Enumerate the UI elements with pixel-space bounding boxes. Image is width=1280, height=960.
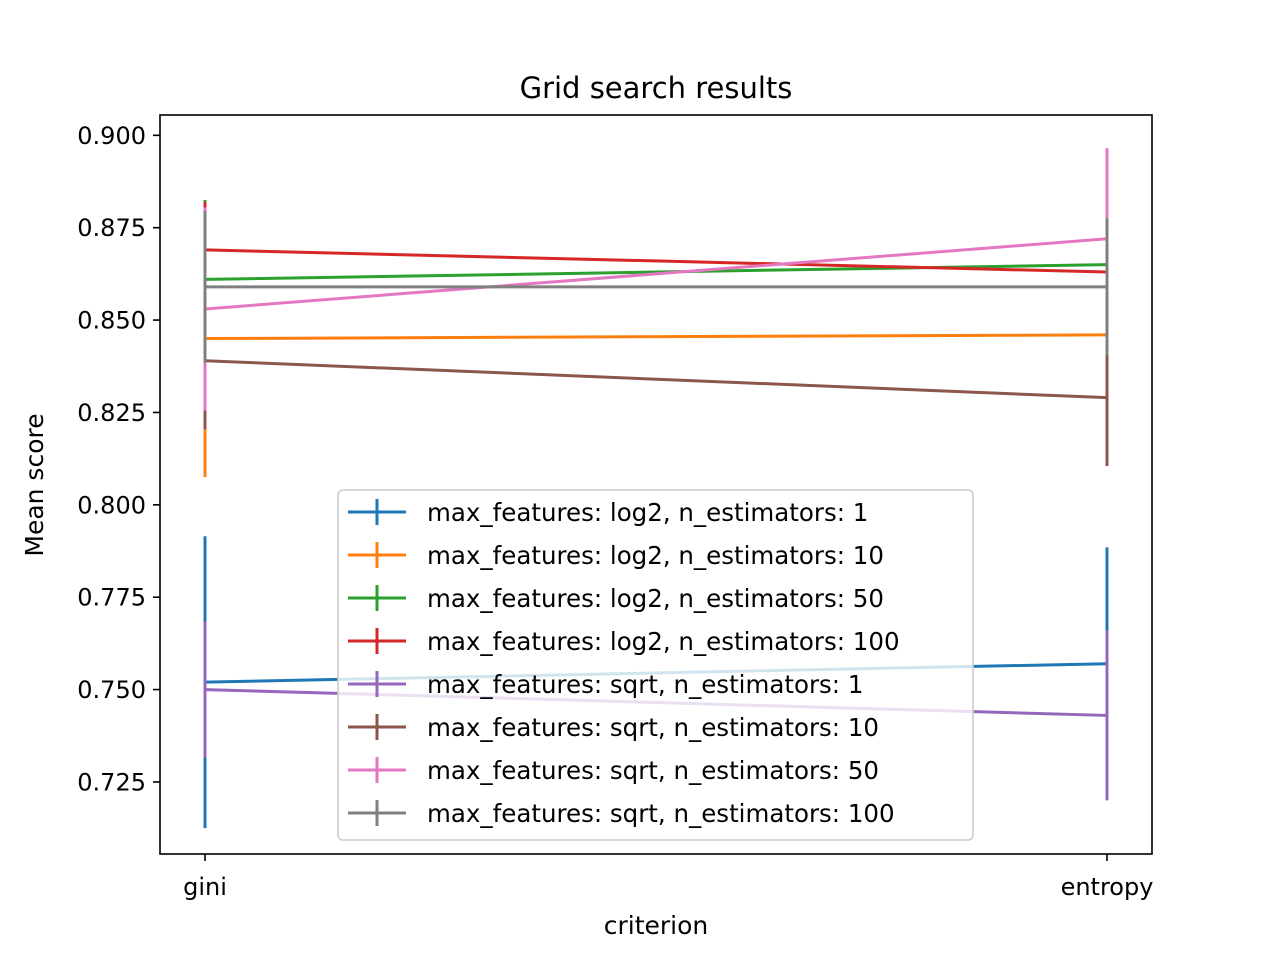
legend-label: max_features: log2, n_estimators: 10 xyxy=(427,541,884,570)
legend-frame xyxy=(337,489,974,841)
legend-label: max_features: sqrt, n_estimators: 1 xyxy=(427,670,863,699)
y-tick-label: 0.900 xyxy=(77,122,146,150)
x-tick-label: entropy xyxy=(1061,873,1154,901)
legend-label: max_features: log2, n_estimators: 100 xyxy=(427,627,900,656)
y-tick-label: 0.850 xyxy=(77,307,146,335)
legend-entry: max_features: sqrt, n_estimators: 100 xyxy=(348,799,895,828)
series-8 xyxy=(203,211,1109,363)
x-axis: gini entropy xyxy=(183,854,1153,901)
chart-title: Grid search results xyxy=(520,71,793,105)
series-line xyxy=(204,237,1108,311)
y-axis: 0.725 0.750 0.775 0.800 0.825 0.850 0.875 0.900 xyxy=(77,122,160,796)
legend-entry: max_features: log2, n_estimators: 10 xyxy=(348,541,884,570)
y-tick-label: 0.800 xyxy=(77,491,146,519)
legend-label: max_features: sqrt, n_estimators: 50 xyxy=(427,756,879,785)
legend-entry: max_features: sqrt, n_estimators: 1 xyxy=(348,670,863,699)
plot-frame xyxy=(159,114,1153,855)
y-tick-label: 0.775 xyxy=(77,584,146,612)
legend-label: max_features: sqrt, n_estimators: 10 xyxy=(427,713,879,742)
legend-entry: max_features: sqrt, n_estimators: 50 xyxy=(348,756,879,785)
y-tick-label: 0.750 xyxy=(77,676,146,704)
series-line xyxy=(204,333,1108,341)
y-tick-label: 0.825 xyxy=(77,399,146,427)
legend-entry: max_features: log2, n_estimators: 100 xyxy=(348,627,900,656)
plot-area xyxy=(159,114,1153,855)
legend-entry: max_features: sqrt, n_estimators: 10 xyxy=(348,713,879,742)
legend-label: max_features: sqrt, n_estimators: 100 xyxy=(427,799,895,828)
y-tick-label: 0.725 xyxy=(77,768,146,796)
legend-label: max_features: log2, n_estimators: 1 xyxy=(427,498,868,527)
series-line xyxy=(204,359,1108,400)
x-tick-label: gini xyxy=(183,873,227,901)
y-tick-label: 0.875 xyxy=(77,214,146,242)
y-axis-label: Mean score xyxy=(20,413,49,556)
legend: max_features: log2, n_estimators: 1 max_f… xyxy=(337,489,974,841)
legend-entry: max_features: log2, n_estimators: 50 xyxy=(348,584,884,613)
x-axis-label: criterion xyxy=(604,911,709,940)
legend-label: max_features: log2, n_estimators: 50 xyxy=(427,584,884,613)
series-line xyxy=(204,248,1108,274)
legend-entry: max_features: log2, n_estimators: 1 xyxy=(348,498,868,527)
